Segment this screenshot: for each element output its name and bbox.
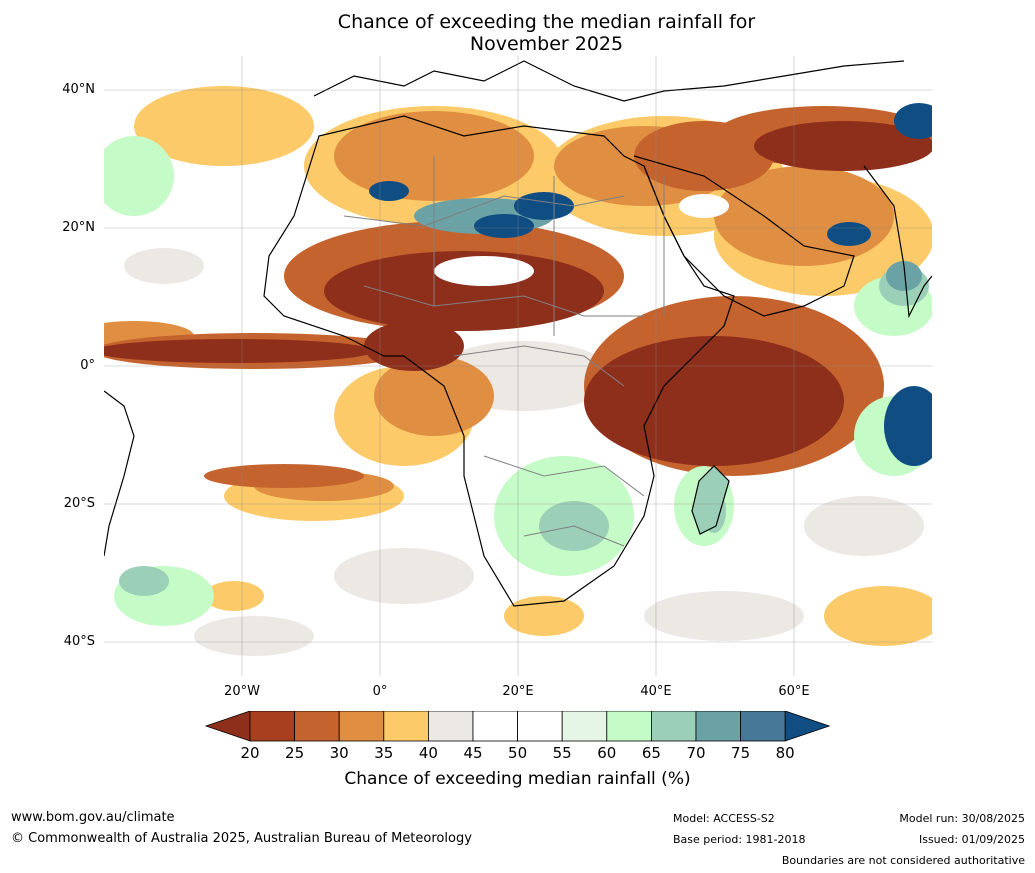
country-borders	[343, 156, 665, 547]
india-coastline	[863, 165, 932, 319]
chart-title: Chance of exceeding the median rainfall …	[337, 11, 756, 33]
colorbar-tick-label: 65	[641, 744, 661, 762]
colorbar-tick-label: 50	[508, 744, 528, 762]
colorbar-tick-label: 35	[374, 744, 394, 762]
colorbar-segment	[472, 711, 518, 742]
colorbar-low-extend	[204, 711, 251, 742]
colorbar-tick-label: 70	[686, 744, 706, 762]
lon-label-20w: 20°W	[224, 684, 260, 699]
colorbar-label: Chance of exceeding median rainfall (%)	[344, 769, 691, 789]
colorbar-segment	[740, 711, 786, 742]
colorbar-segment	[383, 711, 429, 742]
colorbar-tick-label: 80	[775, 744, 795, 762]
near-median-patches	[124, 248, 924, 656]
chart-subtitle: November 2025	[469, 33, 624, 55]
africa-coastline	[263, 115, 735, 607]
colorbar-segment	[427, 711, 474, 742]
colorbar-tick-label: 75	[731, 744, 751, 762]
colorbar-segment	[294, 711, 340, 742]
website-link[interactable]: www.bom.gov.au/climate	[11, 810, 175, 825]
south-america-coastline	[104, 390, 135, 557]
model-run-text: Model run: 30/08/2025	[899, 812, 1025, 825]
rainfall-map	[104, 56, 932, 676]
colorbar-segment	[561, 711, 608, 742]
model-text: Model: ACCESS-S2	[673, 812, 775, 825]
lon-label-0: 0°	[372, 684, 388, 699]
copyright-text: © Commonwealth of Australia 2025, Austra…	[11, 831, 472, 846]
disclaimer-text: Boundaries are not considered authoritat…	[781, 854, 1025, 867]
madagascar-coastline	[691, 465, 730, 535]
issued-text: Issued: 01/09/2025	[918, 833, 1025, 846]
lon-label-40e: 40°E	[640, 684, 672, 699]
colorbar-segment	[517, 711, 563, 742]
colorbar-tick-label: 40	[418, 744, 438, 762]
colorbar-tick-label: 30	[329, 744, 349, 762]
below-median-20	[104, 121, 932, 466]
colorbar-segment	[695, 711, 741, 742]
base-period-text: Base period: 1981-2018	[673, 833, 806, 846]
europe-coastline	[313, 60, 905, 102]
colorbar-tick-label: 60	[597, 744, 617, 762]
colorbar-high-extend	[784, 711, 831, 742]
colorbar-segment	[338, 711, 385, 742]
arabia-coastline	[633, 155, 855, 317]
colorbar-segment	[249, 711, 295, 742]
colorbar-segment	[651, 711, 697, 742]
lon-label-60e: 60°E	[778, 684, 810, 699]
lat-label-40n: 40°N	[62, 82, 95, 97]
lat-label-20s: 20°S	[63, 496, 95, 511]
lat-label-20n: 20°N	[62, 220, 95, 235]
colorbar-tick-label: 20	[240, 744, 260, 762]
colorbar-tick-label: 45	[463, 744, 483, 762]
lat-label-0: 0°	[80, 358, 95, 373]
lat-label-40s: 40°S	[63, 634, 95, 649]
colorbar-tick-label: 25	[285, 744, 305, 762]
map-svg	[104, 56, 932, 676]
graticule	[104, 56, 932, 676]
lon-label-20e: 20°E	[502, 684, 534, 699]
colorbar-svg	[204, 711, 831, 742]
colorbar-tick-label: 55	[552, 744, 572, 762]
colorbar-segment	[606, 711, 652, 742]
